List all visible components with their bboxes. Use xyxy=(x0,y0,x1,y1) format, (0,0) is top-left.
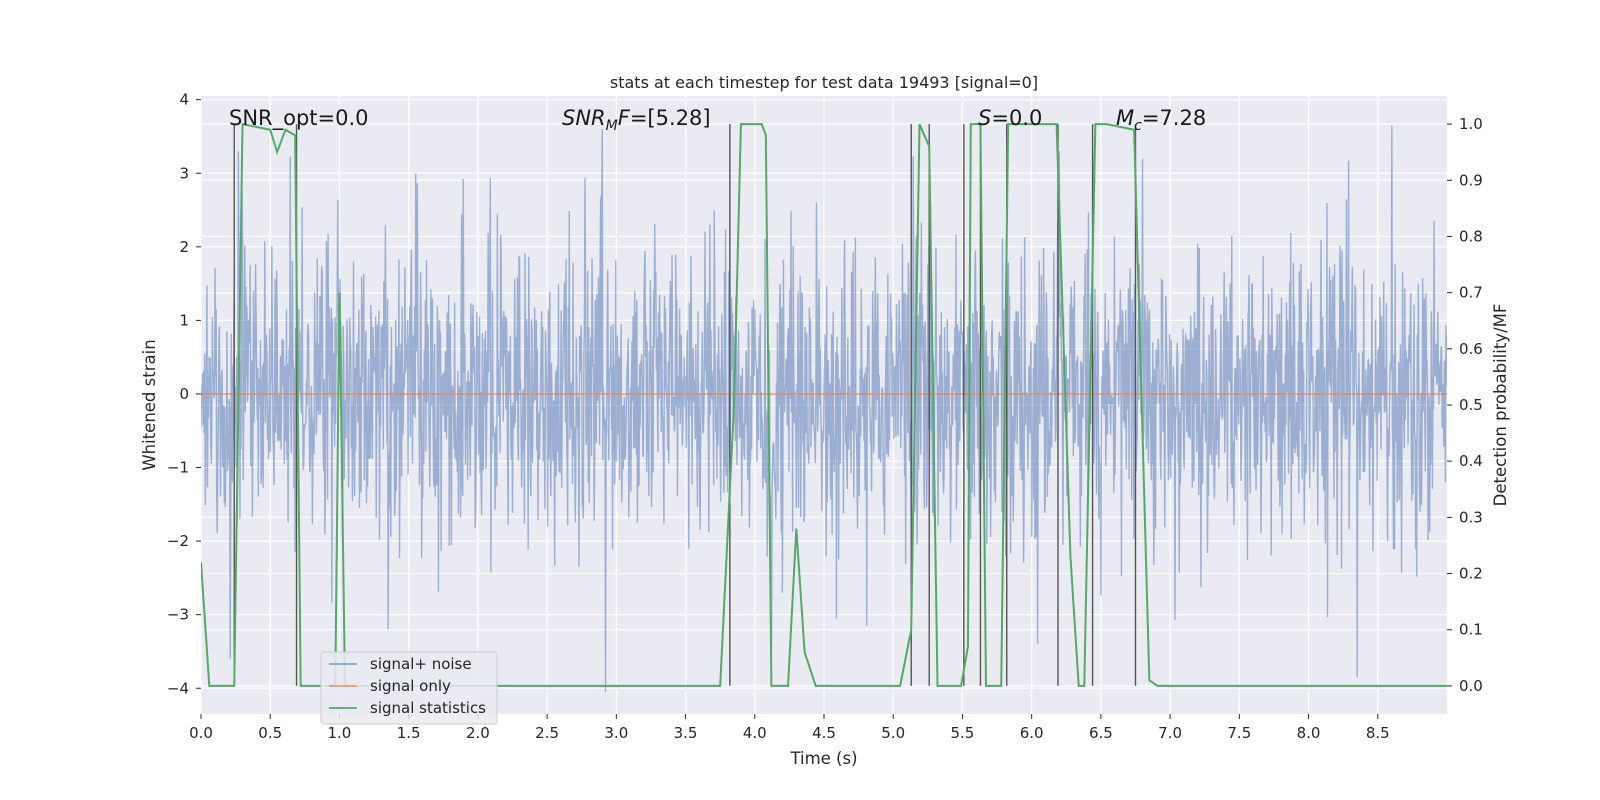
annotation-snr-mf: SNRMF=[5.28] xyxy=(562,106,711,134)
svg-text:Mc=7.28: Mc=7.28 xyxy=(1116,106,1206,134)
legend-box xyxy=(320,651,498,725)
x-tick-label: 7.5 xyxy=(1227,724,1251,742)
x-tick-label: 6.0 xyxy=(1020,724,1044,742)
right-y-tick-label: 0.3 xyxy=(1459,508,1483,526)
y-tick-label: −1 xyxy=(167,459,189,477)
y-axis-label: Whitened strain xyxy=(140,339,159,470)
x-tick-label: 7.0 xyxy=(1158,724,1182,742)
chart-title: stats at each timestep for test data 194… xyxy=(610,73,1038,92)
y-tick-label: 0 xyxy=(179,385,189,403)
x-axis-label: Time (s) xyxy=(789,749,857,768)
annotation-snr-opt: SNR_opt=0.0 xyxy=(229,106,369,131)
y-tick-label: −3 xyxy=(167,606,189,624)
legend-label-signal-statistics: signal statistics xyxy=(370,699,486,717)
right-y-tick-label: 0.6 xyxy=(1459,340,1483,358)
x-tick-label: 5.0 xyxy=(881,724,905,742)
y-tick-label: 1 xyxy=(179,311,189,329)
signal-statistics-series xyxy=(201,122,1447,687)
legend: signal+ noise signal only signal statist… xyxy=(320,651,498,725)
y-tick-label: 2 xyxy=(179,238,189,256)
x-tick-label: 8.5 xyxy=(1366,724,1390,742)
x-tick-label: 1.5 xyxy=(397,724,421,742)
annotation-snr-mf-value: =[5.28] xyxy=(630,106,711,130)
x-tick-label: 8.0 xyxy=(1297,724,1321,742)
y-tick-label: −4 xyxy=(167,679,189,697)
right-y-tick-label: 0.9 xyxy=(1459,171,1483,189)
right-y-tick-label: 1.0 xyxy=(1459,115,1483,133)
x-tick-label: 4.0 xyxy=(743,724,767,742)
annotation-mc-value: =7.28 xyxy=(1142,106,1206,130)
legend-label-signal-noise: signal+ noise xyxy=(370,655,472,673)
x-tick-label: 4.5 xyxy=(812,724,836,742)
svg-text:S=0.0: S=0.0 xyxy=(978,106,1042,130)
right-y-tick-label: 0.8 xyxy=(1459,227,1483,245)
x-tick-label: 0.0 xyxy=(189,724,213,742)
right-y-tick-label: 0.0 xyxy=(1459,677,1483,695)
series-line-signal-statistics xyxy=(201,122,1447,687)
legend-label-signal-only: signal only xyxy=(370,677,451,695)
annotation-s-value: =0.0 xyxy=(991,106,1042,130)
x-tick-label: 6.5 xyxy=(1089,724,1113,742)
x-tick-label: 2.0 xyxy=(466,724,490,742)
y-tick-label: 4 xyxy=(179,91,189,109)
x-tick-label: 5.5 xyxy=(951,724,975,742)
x-tick-label: 3.0 xyxy=(604,724,628,742)
right-y-axis-label: Detection probability/MF xyxy=(1491,304,1510,507)
x-tick-label: 0.5 xyxy=(258,724,282,742)
signal-noise-series xyxy=(201,125,1447,692)
y-tick-label: −2 xyxy=(167,532,189,550)
x-axis-ticks: 0.0 0.5 1.0 1.5 2.0 2.5 3.0 3.5 4.0 4.5 5.0 5.5 6.0 6… xyxy=(189,714,1390,742)
y-tick-label: 3 xyxy=(179,164,189,182)
x-tick-label: 3.5 xyxy=(674,724,698,742)
series-line-signal-noise xyxy=(201,125,1447,692)
right-y-tick-label: 0.7 xyxy=(1459,284,1483,302)
annotation-mc: Mc=7.28 xyxy=(1116,106,1206,134)
x-tick-label: 1.0 xyxy=(328,724,352,742)
svg-text:SNRMF=[5.28]: SNRMF=[5.28] xyxy=(562,106,711,134)
right-y-axis-ticks: 1.0 0.9 0.8 0.7 0.6 0.5 0.4 0.3 0.2 0.1 0.0 xyxy=(1447,115,1483,695)
right-y-tick-label: 0.2 xyxy=(1459,565,1483,583)
right-y-tick-label: 0.5 xyxy=(1459,396,1483,414)
x-tick-label: 2.5 xyxy=(535,724,559,742)
right-y-tick-label: 0.1 xyxy=(1459,621,1483,639)
annotation-s: S=0.0 xyxy=(978,106,1042,130)
right-y-tick-label: 0.4 xyxy=(1459,452,1483,470)
y-axis-ticks: 4 3 2 1 0 −1 −2 −3 −4 xyxy=(167,91,201,697)
